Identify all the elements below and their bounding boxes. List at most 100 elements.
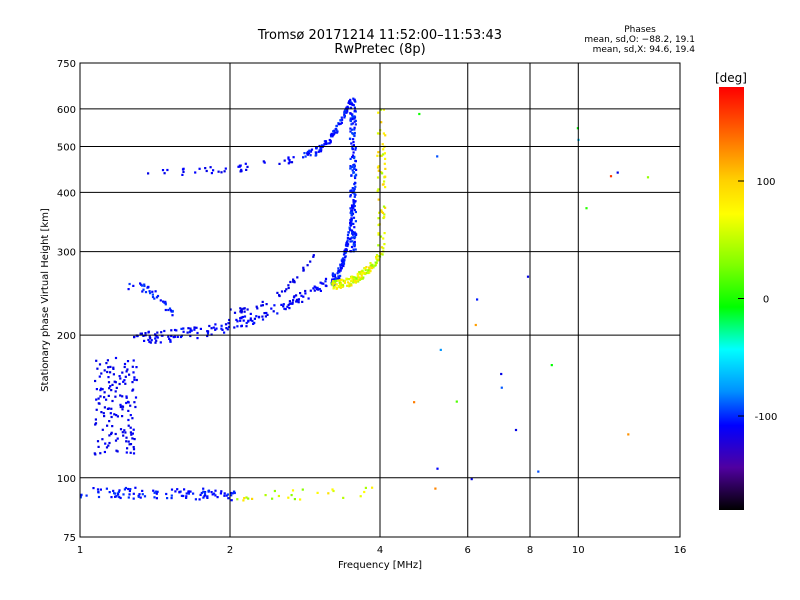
echo-point	[334, 277, 337, 280]
echo-point	[343, 114, 346, 118]
echo-point	[358, 278, 362, 281]
echo-point	[233, 311, 237, 314]
echo-point	[96, 488, 100, 491]
echo-point	[154, 290, 157, 293]
echo-point	[127, 487, 130, 491]
echo-point	[270, 307, 273, 310]
echo-point	[376, 154, 379, 157]
echo-point	[351, 148, 354, 151]
echo-point	[214, 489, 217, 492]
echo-point	[106, 424, 109, 427]
echo-point	[224, 167, 227, 170]
echo-point	[132, 492, 135, 495]
echo-point	[198, 167, 201, 170]
echo-point	[210, 172, 213, 175]
echo-point	[324, 280, 327, 283]
echo-point	[121, 371, 124, 374]
echo-point	[333, 280, 337, 283]
echo-point	[142, 288, 145, 291]
echo-point	[336, 277, 339, 280]
echo-point	[107, 394, 110, 397]
echo-point	[94, 423, 97, 426]
echo-point	[118, 375, 121, 378]
echo-point	[306, 153, 309, 156]
echo-point	[308, 152, 311, 155]
echo-point	[123, 488, 126, 491]
echo-point	[342, 264, 345, 267]
echo-point	[323, 143, 326, 146]
echo-point	[92, 487, 95, 490]
echo-point	[288, 161, 291, 164]
echo-point	[356, 272, 359, 275]
echo-point	[209, 166, 212, 169]
echo-point	[364, 267, 367, 270]
echo-point	[349, 189, 352, 192]
echo-point	[355, 168, 358, 171]
echo-point	[204, 167, 207, 170]
echo-point	[122, 493, 125, 496]
echo-point	[296, 300, 299, 303]
echo-point	[110, 389, 113, 392]
echo-point	[585, 207, 588, 210]
echo-point	[189, 334, 192, 338]
echo-point	[382, 153, 385, 156]
echo-point	[287, 286, 290, 290]
echo-point	[150, 339, 153, 342]
echo-point	[170, 494, 173, 497]
echo-point	[167, 308, 170, 312]
echo-point	[353, 115, 356, 118]
echo-point	[198, 498, 201, 501]
grid-lines	[80, 63, 680, 537]
echo-point	[167, 335, 170, 338]
echo-point	[361, 277, 364, 280]
echo-point	[339, 285, 342, 288]
echo-point	[346, 110, 349, 113]
echo-point	[97, 445, 100, 448]
echo-point	[338, 269, 341, 273]
y-tick-label: 300	[57, 248, 76, 259]
echo-point	[79, 496, 82, 499]
echo-point	[135, 366, 138, 369]
echo-point	[356, 276, 359, 279]
echo-point	[322, 282, 325, 285]
echo-point	[338, 271, 341, 274]
echo-point	[125, 395, 128, 398]
echo-point	[202, 496, 205, 499]
echo-point	[194, 498, 197, 501]
echo-point	[376, 259, 379, 262]
y-tick-label: 500	[57, 142, 76, 153]
echo-point	[345, 106, 348, 109]
echo-point	[346, 239, 349, 242]
echo-point	[114, 390, 117, 393]
echo-point	[339, 263, 342, 266]
echo-point	[211, 493, 214, 496]
echo-point	[160, 331, 163, 334]
echo-point	[312, 287, 315, 290]
echo-point	[139, 496, 142, 499]
echo-point	[180, 494, 183, 497]
echo-point	[344, 109, 347, 112]
echo-point	[235, 318, 238, 321]
echo-point	[350, 279, 354, 282]
echo-point	[176, 488, 179, 491]
echo-point	[118, 489, 121, 492]
echo-point	[119, 428, 123, 431]
echo-point	[110, 407, 113, 410]
echo-point	[170, 329, 173, 332]
echo-point	[476, 298, 479, 301]
x-axis-label: Frequency [MHz]	[338, 560, 422, 571]
echo-point	[340, 121, 343, 124]
colorbar-ticks: 100 0 -100	[738, 177, 777, 423]
echo-point	[208, 324, 211, 328]
echo-point	[349, 195, 352, 198]
echo-point	[337, 267, 340, 270]
echo-point	[126, 447, 129, 450]
echo-point	[353, 193, 356, 196]
echo-point	[353, 201, 356, 204]
echo-point	[352, 104, 355, 107]
echo-point	[245, 168, 248, 171]
echo-point	[350, 204, 354, 207]
echo-point	[351, 240, 354, 243]
echo-point	[110, 496, 113, 499]
echo-point	[112, 366, 115, 369]
